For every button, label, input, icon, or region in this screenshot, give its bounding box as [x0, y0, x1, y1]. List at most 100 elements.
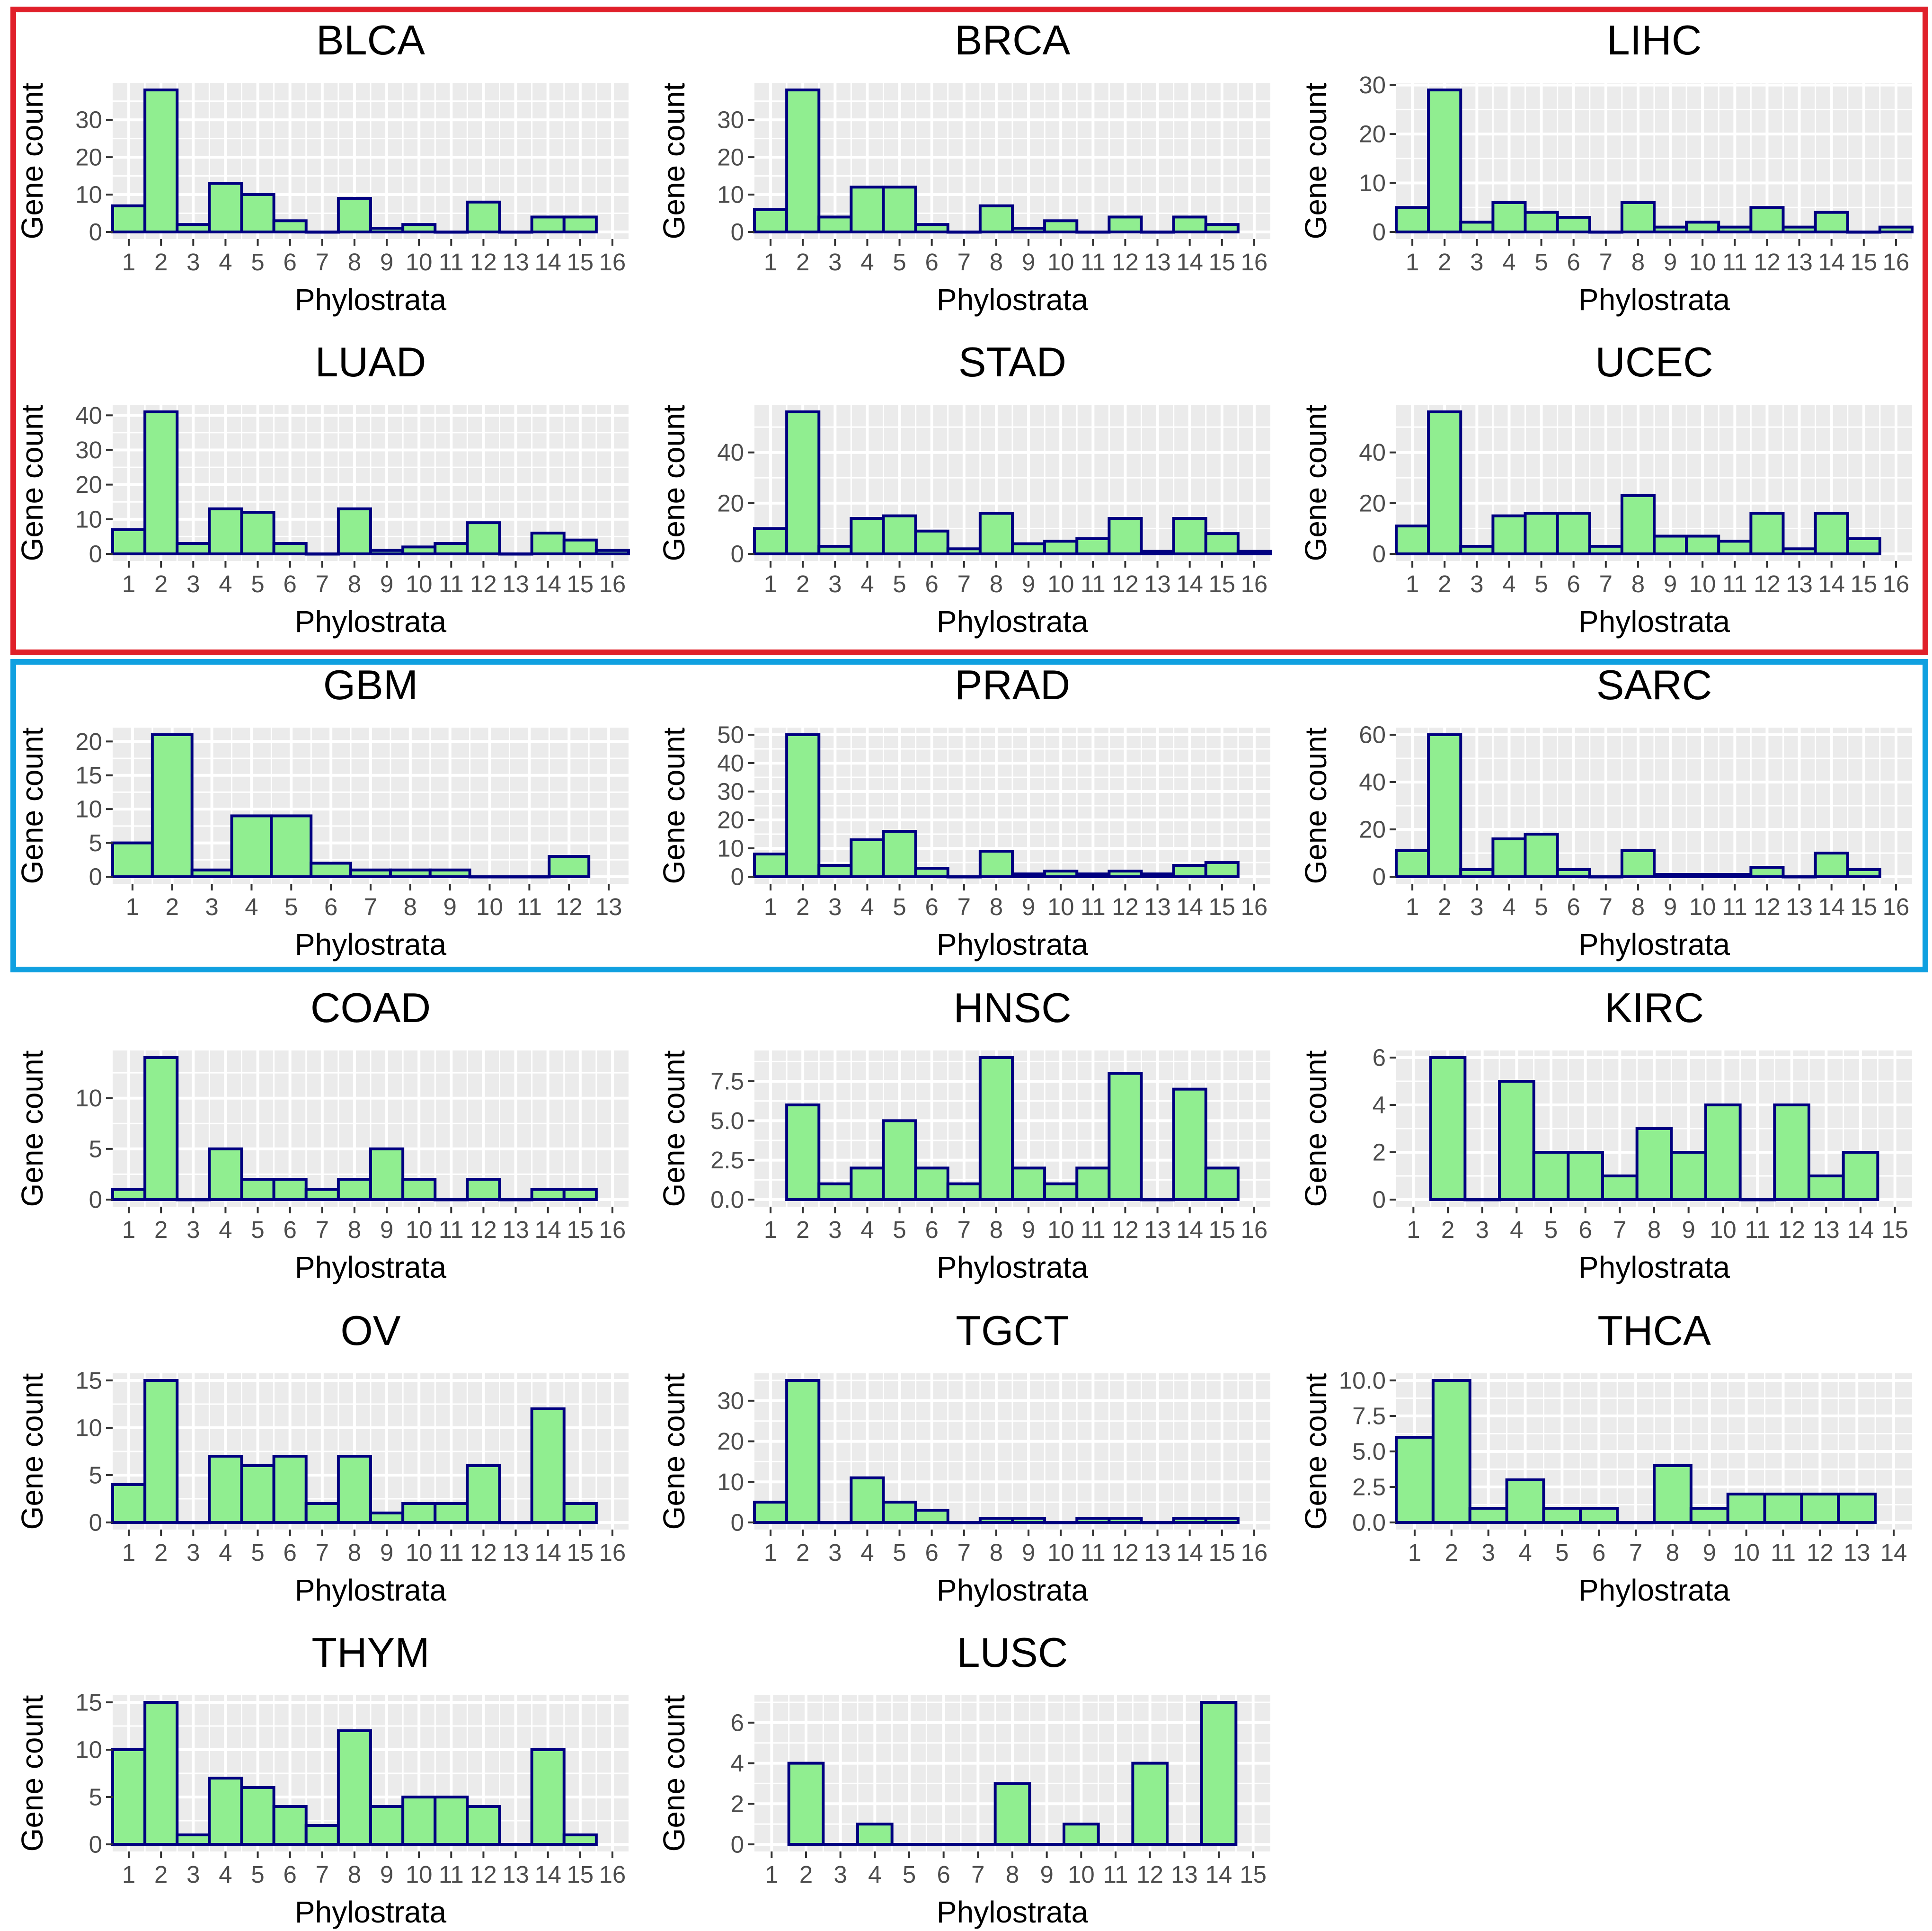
y-tick-label: 0 — [89, 1186, 102, 1213]
x-tick-label: 9 — [1664, 893, 1677, 920]
bar — [925, 1843, 963, 1846]
x-tick-label: 5 — [1534, 570, 1548, 597]
bar — [946, 1521, 982, 1524]
x-tick-label: 13 — [1144, 570, 1171, 597]
y-axis-title: Gene count — [1299, 1050, 1333, 1207]
y-axis-title: Gene count — [15, 404, 49, 561]
x-tick-label: 1 — [764, 1539, 777, 1566]
x-tick-label: 15 — [567, 249, 594, 276]
x-tick-label: 9 — [1664, 249, 1677, 276]
x-tick-label: 7 — [957, 249, 971, 276]
bar — [785, 1379, 821, 1524]
bar — [1717, 873, 1753, 878]
x-tick-label: 2 — [154, 570, 168, 597]
bar — [785, 410, 821, 555]
x-tick-label: 1 — [1406, 249, 1419, 276]
x-tick-label: 2 — [1438, 570, 1451, 597]
x-tick-label: 14 — [1176, 249, 1203, 276]
x-tick-label: 14 — [1176, 1216, 1203, 1243]
x-tick-label: 12 — [470, 570, 497, 597]
bar — [562, 215, 598, 233]
bar — [1846, 537, 1881, 556]
bar — [1685, 534, 1720, 555]
bar — [1204, 223, 1240, 234]
bar — [401, 1796, 437, 1846]
x-tick-label: 16 — [599, 1216, 626, 1243]
bar — [959, 1843, 997, 1846]
y-tick-label: 5.0 — [1352, 1438, 1386, 1465]
chart-title: COAD — [310, 984, 431, 1031]
x-tick-label: 4 — [868, 1861, 881, 1888]
x-tick-label: 8 — [990, 1216, 1003, 1243]
bar — [1653, 534, 1688, 555]
bar — [1459, 221, 1495, 233]
x-tick-label: 13 — [595, 893, 622, 920]
bar — [304, 1824, 340, 1846]
bar — [1063, 1823, 1100, 1846]
x-tick-label: 13 — [502, 249, 529, 276]
y-axis-title: Gene count — [15, 1695, 49, 1851]
bar — [822, 1843, 860, 1846]
bar — [785, 89, 821, 233]
y-tick-label: 0 — [731, 863, 744, 890]
x-tick-label: 6 — [284, 1861, 297, 1888]
x-tick-label: 11 — [517, 893, 542, 920]
bar — [978, 1056, 1014, 1201]
bar — [272, 1805, 308, 1846]
y-tick-label: 0.0 — [710, 1186, 744, 1213]
y-tick-label: 20 — [1359, 816, 1386, 843]
bar — [369, 549, 405, 556]
x-tick-label: 2 — [1445, 1539, 1458, 1566]
bar — [817, 1182, 853, 1201]
x-tick-label: 5 — [1534, 249, 1548, 276]
x-tick-label: 16 — [599, 249, 626, 276]
x-tick-label: 7 — [1599, 570, 1613, 597]
x-tick-label: 10 — [1047, 249, 1074, 276]
x-tick-label: 4 — [219, 570, 232, 597]
y-tick-label: 10 — [717, 181, 744, 208]
y-tick-label: 0 — [1373, 1186, 1386, 1213]
bar — [1236, 550, 1272, 555]
x-tick-label: 7 — [364, 893, 377, 920]
x-tick-label: 11 — [1722, 249, 1747, 276]
bar — [1075, 1166, 1111, 1201]
x-tick-label: 12 — [1112, 249, 1139, 276]
x-tick-label: 3 — [833, 1861, 847, 1888]
x-tick-label: 7 — [957, 1216, 971, 1243]
chart-title: GBM — [323, 661, 418, 708]
bar — [143, 89, 179, 233]
bar — [1043, 219, 1079, 234]
x-tick-label: 12 — [1136, 1861, 1163, 1888]
y-tick-label: 7.5 — [710, 1068, 744, 1095]
bar — [562, 1502, 598, 1524]
y-tick-label: 0 — [1373, 219, 1386, 246]
x-axis-title: Phylostrata — [295, 1895, 447, 1929]
x-tick-label: 3 — [1481, 1539, 1495, 1566]
bar — [562, 1188, 598, 1201]
x-tick-label: 6 — [1567, 893, 1580, 920]
bar — [111, 204, 147, 234]
x-tick-label: 9 — [443, 893, 457, 920]
bar — [369, 1512, 405, 1524]
x-tick-label: 10 — [1047, 893, 1074, 920]
x-tick-label: 1 — [122, 249, 135, 276]
x-tick-label: 13 — [502, 1861, 529, 1888]
bar — [1524, 211, 1559, 234]
bar — [111, 841, 154, 878]
chart-title: UCEC — [1595, 338, 1713, 385]
x-tick-label: 3 — [1475, 1216, 1489, 1243]
bar — [1579, 1507, 1619, 1524]
y-tick-label: 10 — [717, 1468, 744, 1495]
x-tick-label: 7 — [957, 893, 971, 920]
x-tick-label: 1 — [764, 570, 777, 597]
x-tick-label: 13 — [1144, 1216, 1171, 1243]
y-tick-label: 30 — [717, 1387, 744, 1414]
bar — [401, 223, 437, 234]
x-tick-label: 2 — [1441, 1216, 1454, 1243]
x-tick-label: 12 — [1754, 249, 1781, 276]
x-tick-label: 15 — [567, 1861, 594, 1888]
x-tick-label: 3 — [828, 249, 842, 276]
bar — [1028, 1843, 1065, 1846]
